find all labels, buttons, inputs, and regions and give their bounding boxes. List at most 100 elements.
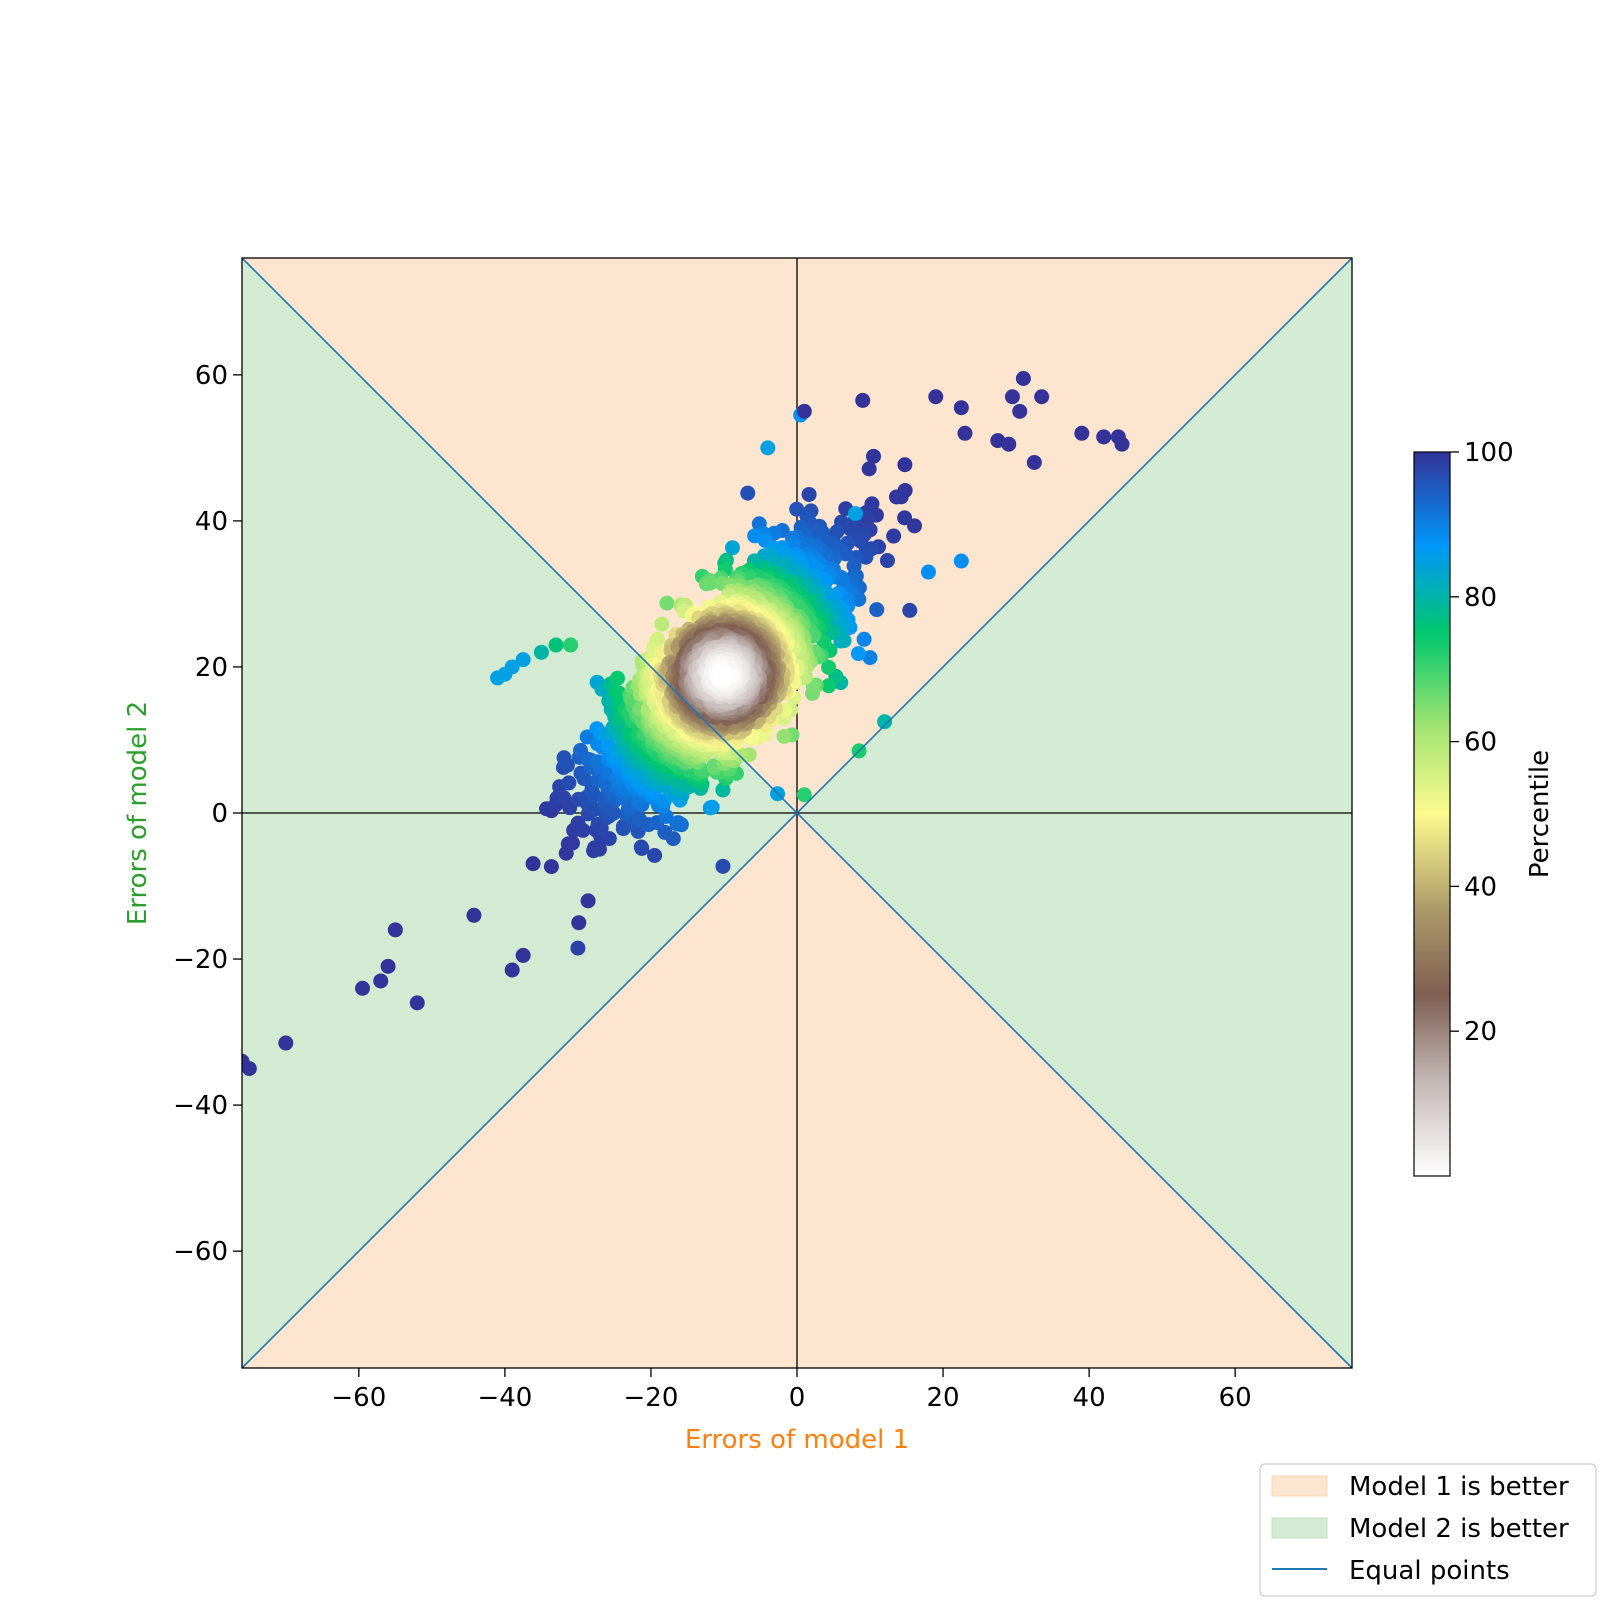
y-axis-title: Errors of model 2 xyxy=(123,701,153,925)
scatter-point-outlier xyxy=(1012,403,1028,419)
scatter-point-outlier xyxy=(504,962,520,978)
scatter-point-outlier xyxy=(957,425,973,441)
scatter-point xyxy=(654,616,670,632)
y-tick-label: −60 xyxy=(173,1237,228,1267)
scatter-points xyxy=(242,370,1130,1077)
scatter-point xyxy=(821,678,837,694)
scatter-point xyxy=(801,486,817,502)
equal-points-line-mirror xyxy=(241,257,1353,1369)
scatter-point xyxy=(630,810,646,826)
y-tick-label: −40 xyxy=(173,1091,228,1121)
scatter-point-outlier xyxy=(1026,454,1042,470)
scatter-point-outlier xyxy=(1096,429,1112,445)
scatter-point xyxy=(704,799,720,815)
x-tick-label: 40 xyxy=(1073,1383,1106,1413)
colorbar-tick-label: 40 xyxy=(1464,872,1497,902)
scatter-point-outlier xyxy=(515,947,531,963)
scatter-point xyxy=(702,575,718,591)
scatter-point xyxy=(789,501,805,517)
scatter-point xyxy=(821,659,837,675)
scatter-point xyxy=(564,835,580,851)
scatter-point xyxy=(466,907,482,923)
colorbar-label: Percentile xyxy=(1525,750,1555,878)
legend-swatch-model1 xyxy=(1271,1475,1328,1497)
scatter-point xyxy=(571,915,587,931)
scatter-point-outlier xyxy=(409,995,425,1011)
scatter-point xyxy=(886,528,902,544)
x-axis-ticks: −60 −40 −20 0 20 40 60 xyxy=(331,1368,1252,1413)
scatter-point-outlier xyxy=(373,973,389,989)
scatter-point-outlier xyxy=(563,637,579,653)
legend-label-model2: Model 2 is better xyxy=(1349,1514,1569,1544)
scatter-point-outlier xyxy=(796,787,812,803)
scatter-point xyxy=(829,524,845,540)
scatter-point xyxy=(850,646,866,662)
scatter-point-outlier xyxy=(504,659,520,675)
scatter-point-outlier xyxy=(387,922,403,938)
scatter-point-outlier xyxy=(953,553,969,569)
legend-frame xyxy=(1259,1463,1597,1597)
y-tick-label: 20 xyxy=(195,653,228,683)
scatter-point xyxy=(580,893,596,909)
x-tick-label: −20 xyxy=(624,1383,679,1413)
scatter-point xyxy=(897,510,913,526)
scatter-point xyxy=(740,485,756,501)
scatter-point xyxy=(888,489,904,505)
scatter-point xyxy=(715,782,731,798)
scatter-point xyxy=(659,595,675,611)
scatter-point xyxy=(902,602,918,618)
scatter-point xyxy=(609,670,625,686)
scatter-point xyxy=(861,461,877,477)
colorbar-tick-label: 100 xyxy=(1464,438,1514,468)
scatter-point-outlier xyxy=(1015,370,1031,386)
y-tick-label: 60 xyxy=(195,361,228,391)
scatter-point xyxy=(862,650,878,666)
y-tick-label: −20 xyxy=(173,945,228,975)
colorbar-tick-label: 20 xyxy=(1464,1017,1497,1047)
scatter-point-outlier xyxy=(548,637,564,653)
scatter-point-outlier xyxy=(1004,389,1020,405)
scatter-point-outlier xyxy=(847,506,863,522)
plot-area xyxy=(241,257,1353,1369)
legend-label-model1: Model 1 is better xyxy=(1349,1472,1569,1502)
scatter-point-outlier xyxy=(953,400,969,416)
y-tick-label: 40 xyxy=(195,507,228,537)
scatter-point-outlier xyxy=(354,980,370,996)
scatter-point-outlier xyxy=(570,940,586,956)
scatter-point-outlier xyxy=(928,389,944,405)
scatter-point xyxy=(525,856,541,872)
scatter-point-outlier xyxy=(380,958,396,974)
scatter-point-outlier xyxy=(760,440,776,456)
scatter-point-outlier xyxy=(855,392,871,408)
x-tick-label: 20 xyxy=(927,1383,960,1413)
scatter-point-outlier xyxy=(877,714,893,730)
scatter-point xyxy=(670,815,686,831)
scatter-point xyxy=(714,667,730,683)
x-axis-title: Errors of model 1 xyxy=(685,1425,909,1455)
scatter-point xyxy=(869,602,885,618)
scatter-point xyxy=(856,631,872,647)
scatter-point xyxy=(611,685,627,701)
colorbar: 20 40 60 80 100 Percentile xyxy=(1413,438,1555,1177)
y-tick-label: 0 xyxy=(211,799,228,829)
scatter-point-outlier xyxy=(278,1035,294,1051)
scatter-point-outlier xyxy=(1034,389,1050,405)
colorbar-tick-label: 60 xyxy=(1464,728,1497,758)
scatter-point xyxy=(543,859,559,875)
scatter-point xyxy=(724,540,740,556)
legend-label-equal-points: Equal points xyxy=(1349,1556,1510,1586)
y-axis-ticks: −60 −40 −20 0 20 40 60 xyxy=(173,361,242,1267)
scatter-point xyxy=(601,831,617,847)
colorbar-ticks: 20 40 60 80 100 xyxy=(1450,438,1514,1047)
scatter-point xyxy=(561,775,577,791)
scatter-point xyxy=(647,847,663,863)
scatter-point xyxy=(556,750,572,766)
scatter-point xyxy=(633,839,649,855)
x-tick-label: −60 xyxy=(331,1383,386,1413)
scatter-point-outlier xyxy=(1001,436,1017,452)
scatter-point-outlier xyxy=(242,1061,257,1077)
scatter-point xyxy=(776,728,792,744)
legend: Model 1 is better Model 2 is better Equa… xyxy=(1259,1463,1597,1597)
scatter-point-outlier xyxy=(796,403,812,419)
